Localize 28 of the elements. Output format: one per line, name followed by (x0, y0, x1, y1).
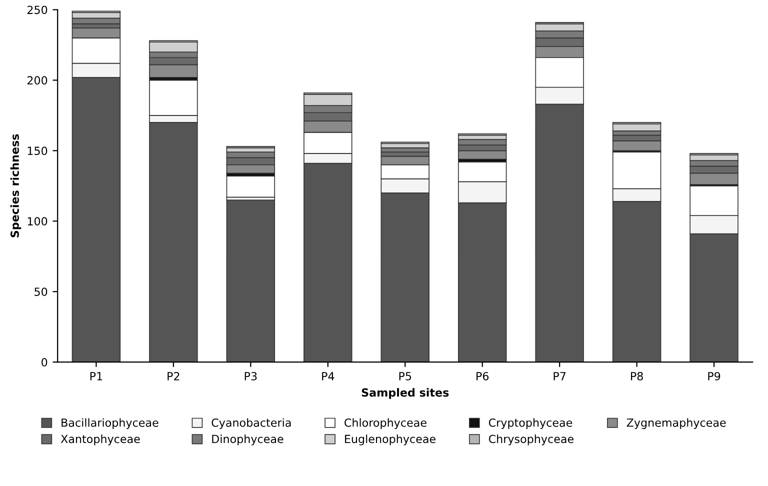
y-tick-label: 0 (42, 358, 48, 366)
x-tick-label: P2 (168, 372, 180, 380)
legend-label: Cryptophyceae (488, 418, 572, 429)
legend-label: Dinophyceae (212, 434, 284, 446)
legend-label: Euglenophyceae (345, 434, 436, 446)
legend-label: Zygnemaphyceae (626, 418, 726, 429)
y-tick-label: 200 (27, 76, 48, 85)
x-tick-label: P6 (476, 372, 489, 380)
x-tick-label: P1 (90, 372, 102, 380)
bar (226, 176, 276, 198)
legend-label: Chrysophyceae (488, 434, 574, 446)
x-axis-title: Sampled sites (362, 388, 449, 399)
bar (226, 200, 276, 362)
x-tick-label: P3 (244, 372, 257, 380)
y-axis-title: Species richness (10, 134, 22, 238)
legend-label: Cyanobacteria (212, 418, 291, 429)
y-tick-label: 100 (28, 217, 48, 226)
x-tick-label: P7 (554, 372, 566, 380)
y-tick-label: 50 (34, 288, 48, 296)
x-tick-label: P8 (631, 372, 643, 380)
x-tick-label: P4 (322, 372, 334, 380)
legend-label: Bacillariophyceae (62, 418, 158, 429)
legend-label: Xantophyceae (60, 434, 140, 446)
legend-label: Chlorophyceae (344, 418, 426, 429)
x-tick-label: P5 (399, 372, 412, 380)
x-tick-label: P9 (708, 372, 720, 380)
y-tick-label: 150 (28, 146, 48, 156)
y-tick-label: 250 (27, 6, 48, 14)
